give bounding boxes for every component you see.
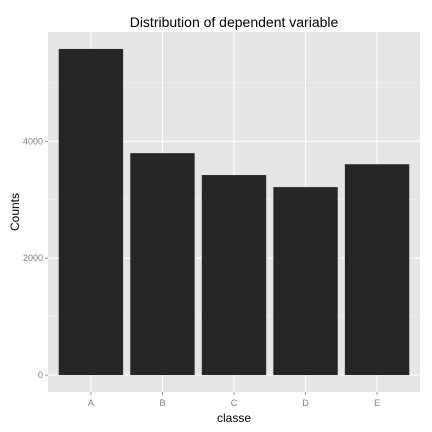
y-tick-label: 4000 xyxy=(23,136,43,146)
bar-b xyxy=(130,153,195,376)
y-axis-title: Counts xyxy=(8,193,22,231)
bar-a xyxy=(58,48,124,376)
bar-c xyxy=(201,175,267,376)
x-tick-label-c: C xyxy=(231,398,238,408)
x-tick-label-d: D xyxy=(302,398,309,408)
x-tick-label-b: B xyxy=(159,398,165,408)
y-axis-ticks: 0 2000 4000 xyxy=(23,136,48,380)
bar-d xyxy=(273,187,338,376)
x-axis-ticks: A B C D E xyxy=(88,392,380,408)
y-tick-label: 2000 xyxy=(23,253,43,263)
x-tick-label-a: A xyxy=(88,398,94,408)
x-axis-title: classe xyxy=(217,411,251,425)
y-tick-label: 0 xyxy=(38,370,43,380)
bars xyxy=(58,48,410,376)
chart-title: Distribution of dependent variable xyxy=(130,14,339,30)
bar-e xyxy=(344,164,410,376)
x-tick-label-e: E xyxy=(374,398,380,408)
